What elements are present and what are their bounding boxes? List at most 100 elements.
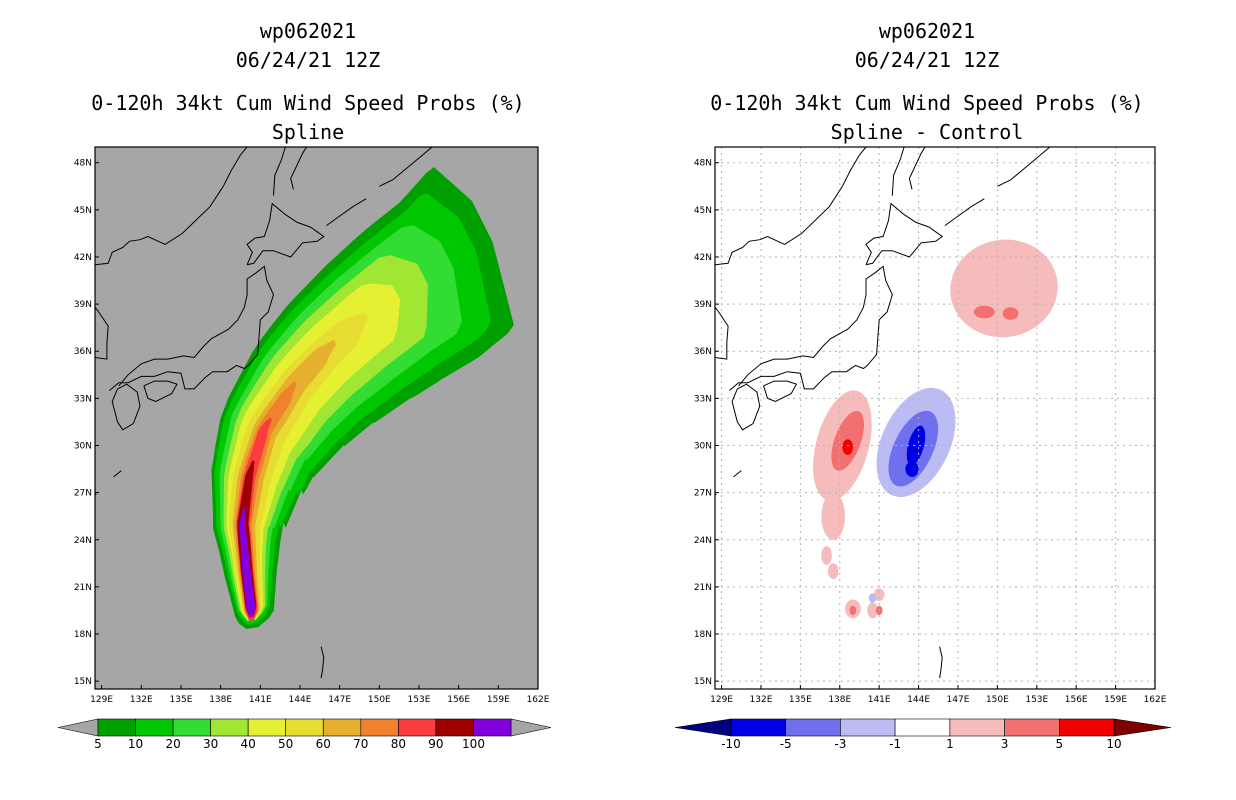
colorbar-label: 80 xyxy=(391,737,406,751)
coastline-12 xyxy=(320,646,325,679)
y-tick-label: 24N xyxy=(694,536,712,546)
x-tick-label: 135E xyxy=(170,695,193,705)
colorbar-label: 5 xyxy=(1055,737,1063,751)
colorbar-high-arrow xyxy=(1113,718,1172,737)
x-tick-label: 141E xyxy=(249,695,272,705)
colorbar-label: 100 xyxy=(462,737,485,751)
y-tick-label: 27N xyxy=(74,489,92,499)
x-tick-label: 141E xyxy=(868,695,891,705)
x-tick-label: 153E xyxy=(1025,695,1048,705)
coastline-10 xyxy=(113,470,122,478)
colorbar-swatch xyxy=(473,718,512,737)
coastline-8 xyxy=(997,147,1051,187)
y-tick-label: 36N xyxy=(694,347,712,357)
x-tick-label: 150E xyxy=(368,695,391,705)
coastline-3 xyxy=(246,202,325,266)
coastline-8 xyxy=(379,147,433,187)
left-datetime: 06/24/21 12Z xyxy=(235,48,381,72)
colorbar-low-arrow xyxy=(674,718,732,737)
anomaly-pos-9 xyxy=(1002,307,1019,320)
colorbar-label: 3 xyxy=(1001,737,1009,751)
coastline-12 xyxy=(939,646,943,679)
x-tick-label: 156E xyxy=(447,695,470,705)
colorbar-swatch xyxy=(840,718,896,737)
colorbar-label: 40 xyxy=(241,737,256,751)
x-tick-label: 135E xyxy=(789,695,812,705)
map-frame xyxy=(714,146,1156,690)
colorbar-label: 50 xyxy=(278,737,293,751)
colorbar-swatch xyxy=(398,718,437,737)
colorbar-label: 10 xyxy=(128,737,143,751)
colorbar-label: 10 xyxy=(1106,737,1121,751)
colorbar-label: 5 xyxy=(94,737,102,751)
colorbar-label: -10 xyxy=(721,737,741,751)
x-tick-label: 144E xyxy=(907,695,930,705)
coastline-6 xyxy=(715,306,729,360)
coastline-7 xyxy=(715,147,867,266)
anomaly-pos-8 xyxy=(973,305,995,319)
y-tick-label: 21N xyxy=(74,583,92,593)
x-tick-label: 150E xyxy=(986,695,1009,705)
y-tick-label: 42N xyxy=(694,253,712,263)
x-tick-label: 147E xyxy=(947,695,970,705)
colorbar-high-arrow xyxy=(510,718,552,737)
coastline-4 xyxy=(891,147,905,196)
right-product-title: 0-120h 34kt Cum Wind Speed Probs (%) xyxy=(710,91,1144,115)
colorbar-swatch xyxy=(894,718,951,737)
coastline-2 xyxy=(143,380,178,403)
x-tick-label: 159E xyxy=(1104,695,1127,705)
x-tick-label: 132E xyxy=(130,695,153,705)
colorbar-label: -1 xyxy=(889,737,901,751)
anomaly-neg-19 xyxy=(868,593,877,603)
x-tick-label: 162E xyxy=(1144,695,1167,705)
left-map-chart: 129E 132E 135E 138E 141E 144E 147E 150E 153E 156E… xyxy=(57,146,552,751)
colorbar-swatch xyxy=(435,718,474,737)
anomaly-pos-5 xyxy=(867,602,878,619)
y-tick-label: 48N xyxy=(74,159,92,169)
coastline-7 xyxy=(95,147,248,266)
y-tick-label: 36N xyxy=(74,347,92,357)
map-frame xyxy=(94,146,539,690)
colorbar-swatch xyxy=(97,718,136,737)
x-tick-label: 129E xyxy=(710,695,733,705)
colorbar-swatch xyxy=(785,718,841,737)
plot-area xyxy=(715,147,1155,689)
right-datetime: 06/24/21 12Z xyxy=(854,48,1000,72)
prob-contour-40 xyxy=(226,283,401,621)
x-tick-label: 162E xyxy=(527,695,550,705)
coastline-0 xyxy=(729,265,893,391)
anomaly-pos-12 xyxy=(849,605,857,616)
colorbar-low-arrow xyxy=(57,718,99,737)
colorbar-label: 1 xyxy=(946,737,954,751)
colorbar-swatch xyxy=(247,718,286,737)
x-tick-label: 144E xyxy=(289,695,312,705)
x-tick-label: 138E xyxy=(209,695,232,705)
x-tick-label: 159E xyxy=(487,695,510,705)
colorbar-swatch xyxy=(210,718,249,737)
colorbar-swatch xyxy=(1058,718,1115,737)
colorbar-label: 70 xyxy=(353,737,368,751)
colorbar-swatch xyxy=(322,718,362,737)
colorbar-swatch xyxy=(360,718,399,737)
y-tick-label: 15N xyxy=(694,677,712,687)
right-map-chart: 129E 132E 135E 138E 141E 144E 147E 150E 153E 156E… xyxy=(674,146,1172,751)
coastline-4 xyxy=(273,147,286,196)
coastline-1 xyxy=(731,383,761,431)
coastline-1 xyxy=(111,383,141,431)
y-tick-label: 18N xyxy=(694,630,712,640)
x-tick-label: 153E xyxy=(408,695,431,705)
colorbar-swatch xyxy=(730,718,787,737)
anomaly-neg-17 xyxy=(905,461,919,477)
x-tick-label: 138E xyxy=(828,695,851,705)
coastline-9 xyxy=(326,198,367,227)
colorbar-swatch xyxy=(949,718,1005,737)
y-tick-label: 18N xyxy=(74,630,92,640)
colorbar-label: -3 xyxy=(834,737,846,751)
x-tick-label: 147E xyxy=(328,695,351,705)
y-tick-label: 27N xyxy=(694,489,712,499)
left-subtitle: Spline xyxy=(271,120,345,144)
plot-area xyxy=(95,147,514,689)
left-product-title: 0-120h 34kt Cum Wind Speed Probs (%) xyxy=(91,91,525,115)
anomaly-pos-3 xyxy=(821,546,832,565)
y-tick-label: 30N xyxy=(694,441,712,451)
